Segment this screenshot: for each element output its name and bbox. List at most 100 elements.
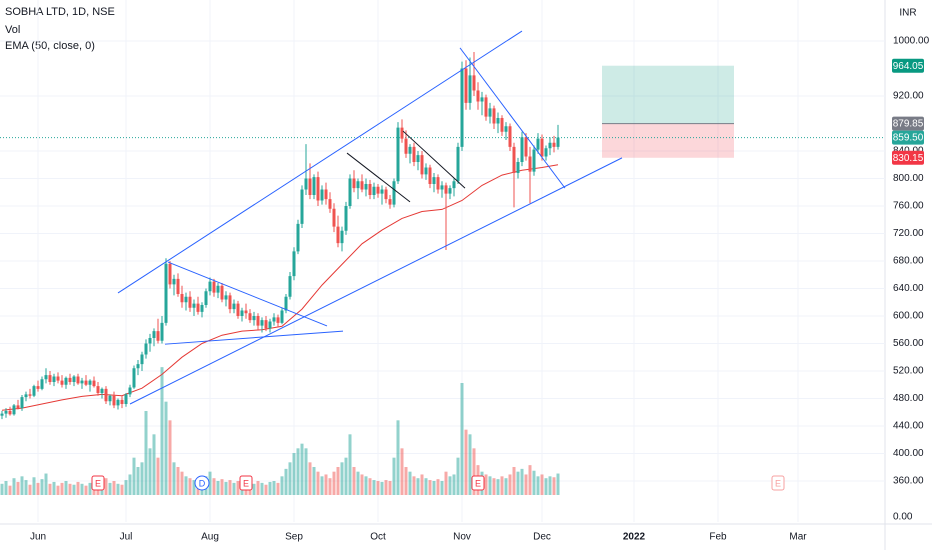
candle-body [148, 337, 152, 344]
x-tick-label: 2022 [623, 532, 646, 543]
volume-bar [292, 453, 296, 495]
candle-body [460, 68, 464, 147]
last-price-tag-bg [892, 130, 924, 145]
chart-title: SOBHA LTD, 1D, NSE [5, 6, 115, 18]
candle-body [216, 285, 220, 293]
candle-body [540, 138, 544, 157]
volume-bar [344, 457, 348, 495]
candle-body [172, 278, 176, 285]
volume-bar [444, 471, 448, 495]
candle-body [48, 375, 52, 382]
volume-bar [340, 462, 344, 495]
volume-bar [312, 467, 316, 495]
volume-bar [540, 474, 544, 495]
volume-bar [556, 473, 560, 495]
volume-bar [108, 482, 112, 495]
volume-bar [120, 484, 124, 495]
volume-bar [456, 457, 460, 495]
candle-body [332, 208, 336, 227]
candle-body [400, 127, 404, 139]
candle-body [72, 376, 76, 382]
volume-bar [80, 483, 84, 495]
ema-legend: EMA (50, close, 0) [5, 40, 95, 52]
candle-body [548, 142, 552, 149]
x-tick-label: Feb [709, 532, 727, 543]
volume-bar [72, 484, 76, 495]
last-price-tag: 859.50 [893, 133, 924, 144]
volume-bar [4, 481, 8, 495]
candle-body [380, 189, 384, 194]
trendline [346, 152, 411, 203]
y-tick-label: 1000.00 [893, 36, 930, 47]
candle-body [308, 178, 312, 196]
candle-body [0, 413, 4, 416]
candle-body [524, 137, 528, 157]
candle-body [428, 167, 432, 185]
candle-body [80, 380, 84, 384]
volume-bar [528, 465, 532, 495]
candle-body [160, 322, 164, 341]
x-tick-label: Sep [285, 532, 303, 543]
candle-body [344, 206, 348, 231]
candle-body [212, 281, 216, 293]
candle-body [340, 230, 344, 244]
candle-body [260, 320, 264, 326]
candle-body [236, 303, 240, 316]
volume-bar [516, 471, 520, 495]
volume-bar [352, 467, 356, 495]
volume-bar [32, 477, 36, 495]
candle-body [508, 126, 512, 147]
candle-body [44, 375, 48, 380]
candle-body [488, 108, 492, 117]
volume-bar [220, 479, 224, 495]
candle-body [100, 388, 104, 393]
entry-price-tag-bg [892, 116, 924, 131]
volume-bar [164, 401, 168, 495]
candle-body [240, 310, 244, 316]
candle-body [220, 285, 224, 300]
candle-body [496, 118, 500, 124]
volume-bar [88, 482, 92, 495]
volume-bar [236, 481, 240, 495]
candle-body [96, 386, 100, 393]
volume-bar [512, 467, 516, 495]
candle-body [88, 380, 92, 385]
candle-body [136, 364, 140, 369]
candle-body [248, 313, 252, 321]
candle-body [336, 226, 340, 244]
x-tick-label: Dec [533, 532, 551, 543]
candle-body [252, 315, 256, 321]
candle-body [60, 380, 64, 385]
candle-body [360, 181, 364, 190]
volume-bar [180, 471, 184, 495]
candle-body [8, 410, 12, 415]
candle-body [316, 177, 320, 201]
candle-body [288, 276, 292, 297]
volume-bar [504, 478, 508, 495]
candle-body [556, 137, 560, 147]
volume-bar [56, 485, 60, 495]
volume-bar [176, 467, 180, 495]
volume-bar [316, 471, 320, 495]
candle-body [192, 303, 196, 308]
volume-bar [224, 481, 228, 495]
candle-body [324, 189, 328, 200]
candle-body [4, 410, 8, 414]
candle-body [504, 126, 508, 132]
candle-body [436, 177, 440, 190]
candle-body [284, 296, 288, 311]
volume-bar [484, 474, 488, 495]
candle-body [28, 394, 32, 396]
earnings-marker [771, 475, 785, 491]
volume-bar [464, 429, 468, 495]
volume-bar [440, 481, 444, 495]
candle-body [188, 296, 192, 308]
volume-bar [160, 367, 164, 495]
candle-body [264, 320, 268, 329]
candle-body [184, 296, 188, 303]
x-tick-label: Jun [30, 532, 46, 543]
candle-body [304, 178, 308, 190]
dividend-marker [194, 475, 210, 491]
currency-label: INR [899, 8, 916, 19]
candle-body [512, 146, 516, 174]
